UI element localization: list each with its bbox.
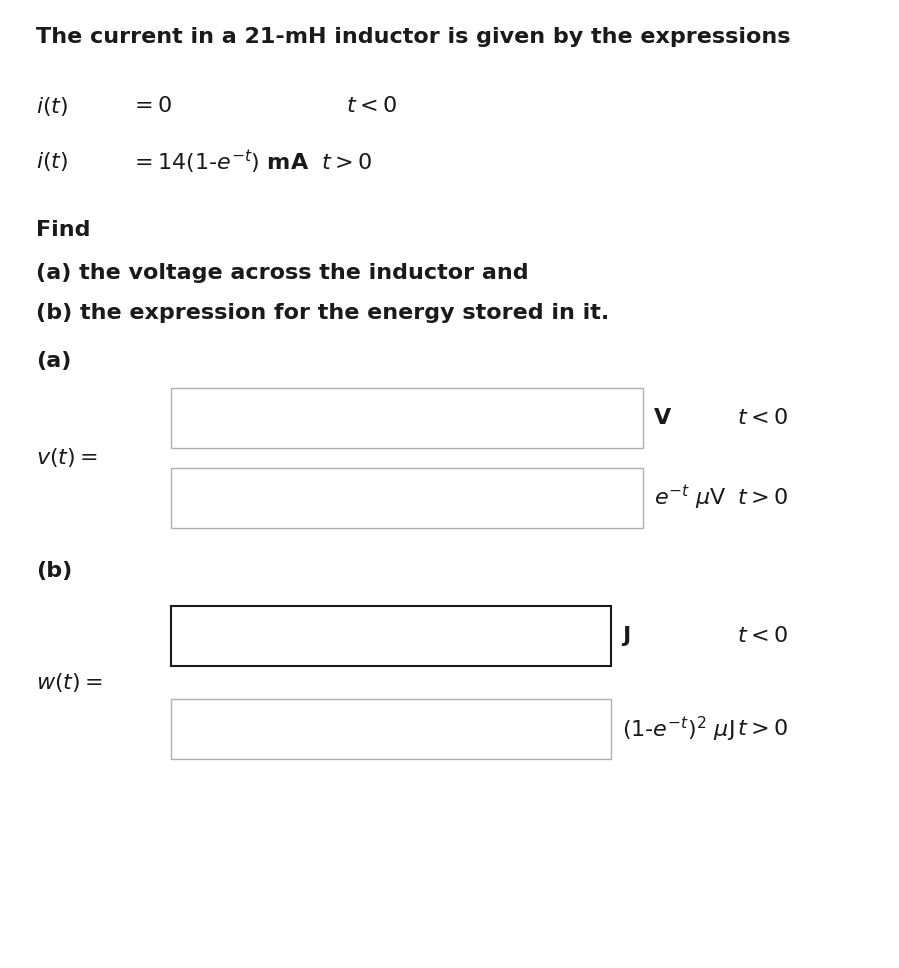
Text: $w(t) =$: $w(t) =$ [36,671,102,694]
Text: J: J [622,626,630,646]
Text: $(1\text{-}e^{-t})^2\ \mu\mathrm{J}$: $(1\text{-}e^{-t})^2\ \mu\mathrm{J}$ [622,714,734,743]
Text: $= 0$: $= 0$ [130,97,173,116]
Text: Find: Find [36,221,91,240]
Text: (b) the expression for the energy stored in it.: (b) the expression for the energy stored… [36,303,610,322]
Text: $i(t)$: $i(t)$ [36,150,68,173]
FancyBboxPatch shape [171,388,643,448]
Text: $t > 0$: $t > 0$ [737,719,788,739]
Text: $v(t) =$: $v(t) =$ [36,446,98,469]
Text: $= 14(1\text{-}e^{-t})\ \mathbf{mA}\ \ t > 0$: $= 14(1\text{-}e^{-t})\ \mathbf{mA}\ \ t… [130,148,373,175]
Text: $t > 0$: $t > 0$ [737,488,788,507]
Text: $i(t)$: $i(t)$ [36,95,68,118]
Text: (a) the voltage across the inductor and: (a) the voltage across the inductor and [36,263,529,283]
Text: (b): (b) [36,561,72,581]
Text: V: V [654,408,671,428]
Text: $t < 0$: $t < 0$ [346,97,396,116]
Text: The current in a 21-mH inductor is given by the expressions: The current in a 21-mH inductor is given… [36,27,790,46]
FancyBboxPatch shape [171,699,611,759]
Text: $e^{-t}\ \mu\mathrm{V}$: $e^{-t}\ \mu\mathrm{V}$ [654,483,726,512]
Text: $t < 0$: $t < 0$ [737,408,788,428]
Text: (a): (a) [36,351,71,371]
FancyBboxPatch shape [171,468,643,528]
Text: $t < 0$: $t < 0$ [737,626,788,646]
FancyBboxPatch shape [171,606,611,666]
